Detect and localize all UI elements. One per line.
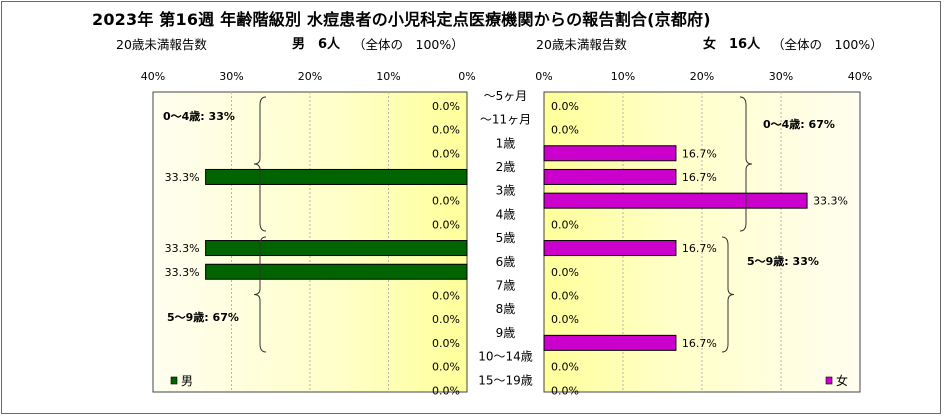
- male-bar-value-label: 0.0%: [432, 100, 460, 113]
- category-label: 4歳: [496, 207, 516, 221]
- right-report-note: 20歳未満報告数: [536, 37, 627, 52]
- male-x-tick-label: 30%: [219, 70, 243, 83]
- female-bar: [543, 334, 677, 351]
- male-bar: [205, 240, 468, 257]
- female-0-4-brace: [739, 96, 753, 232]
- female-bar-value-label: 0.0%: [551, 384, 579, 397]
- male-bar: [205, 263, 468, 280]
- female-legend-swatch: [825, 376, 833, 385]
- right-share: （全体の 100%）: [772, 37, 883, 52]
- female-bar-value-label: 0.0%: [551, 124, 579, 137]
- male-bar-value-label: 0.0%: [432, 384, 460, 397]
- category-label: 5歳: [496, 231, 516, 245]
- left-sex-count: 男 6人: [292, 37, 341, 52]
- category-label: 3歳: [496, 184, 516, 198]
- female-5-9-annotation: 5〜9歳: 33%: [747, 254, 819, 268]
- female-x-tick-label: 0%: [535, 70, 552, 83]
- male-5-9-annotation: 5〜9歳: 67%: [167, 310, 239, 324]
- female-bar-value-label: 16.7%: [682, 171, 717, 184]
- male-bar-value-label: 0.0%: [432, 218, 460, 231]
- female-bar-value-label: 33.3%: [813, 195, 848, 208]
- right-sex-count: 女 16人: [703, 37, 761, 52]
- male-bar-value-label: 0.0%: [432, 361, 460, 374]
- male-bar-value-label: 0.0%: [432, 337, 460, 350]
- male-bar: [205, 168, 468, 185]
- female-bar-value-label: 16.7%: [682, 337, 717, 350]
- female-x-tick-label: 30%: [769, 70, 793, 83]
- female-x-tick-label: 10%: [611, 70, 635, 83]
- male-bar-value-label: 0.0%: [432, 124, 460, 137]
- male-0-4-brace: [253, 96, 267, 232]
- category-label: 7歳: [496, 278, 516, 292]
- category-label: 〜11ヶ月: [480, 113, 531, 127]
- female-bar-value-label: 0.0%: [551, 289, 579, 302]
- female-bar-value-label: 16.7%: [682, 242, 717, 255]
- female-legend-label: 女: [836, 373, 848, 388]
- female-bar: [543, 240, 677, 257]
- category-label: 1歳: [496, 136, 516, 150]
- male-0-4-annotation: 0〜4歳: 33%: [163, 109, 235, 123]
- male-bar-value-label: 0.0%: [432, 195, 460, 208]
- category-label: 2歳: [496, 160, 516, 174]
- left-share: （全体の 100%）: [353, 37, 464, 52]
- male-bar-value-label: 33.3%: [165, 242, 200, 255]
- female-bar-value-label: 0.0%: [551, 266, 579, 279]
- male-x-tick-label: 20%: [298, 70, 322, 83]
- male-legend-label: 男: [181, 374, 193, 388]
- female-bar-value-label: 0.0%: [551, 218, 579, 231]
- male-x-tick-label: 10%: [376, 70, 400, 83]
- female-bar-value-label: 0.0%: [551, 313, 579, 326]
- female-5-9-brace: [721, 236, 735, 353]
- female-x-tick-label: 20%: [690, 70, 714, 83]
- male-x-tick-label: 0%: [458, 70, 475, 83]
- left-report-note: 20歳未満報告数: [116, 37, 207, 52]
- female-bar: [543, 145, 677, 162]
- female-bar-value-label: 0.0%: [551, 100, 579, 113]
- female-0-4-annotation: 0〜4歳: 67%: [763, 117, 835, 131]
- female-x-tick-label: 40%: [848, 70, 872, 83]
- male-bar-value-label: 33.3%: [165, 171, 200, 184]
- male-x-tick-label: 40%: [141, 70, 165, 83]
- male-legend-swatch: [170, 376, 178, 385]
- male-bar-value-label: 0.0%: [432, 313, 460, 326]
- male-bar-value-label: 0.0%: [432, 147, 460, 160]
- female-bar: [543, 192, 808, 209]
- category-label: 9歳: [496, 326, 516, 340]
- category-label: 8歳: [496, 302, 516, 316]
- male-bar-value-label: 0.0%: [432, 289, 460, 302]
- category-label: 10〜14歳: [478, 350, 533, 364]
- chart-title: 2023年 第16週 年齢階級別 水痘患者の小児科定点医療機関からの報告割合(京…: [92, 10, 711, 29]
- category-label: 15〜19歳: [478, 373, 533, 387]
- category-label: 6歳: [496, 255, 516, 269]
- male-bar-value-label: 33.3%: [165, 266, 200, 279]
- male-5-9-brace: [253, 236, 267, 353]
- female-bar-value-label: 16.7%: [682, 147, 717, 160]
- female-bar: [543, 168, 677, 185]
- category-label: 〜5ヶ月: [484, 89, 528, 103]
- female-bar-value-label: 0.0%: [551, 361, 579, 374]
